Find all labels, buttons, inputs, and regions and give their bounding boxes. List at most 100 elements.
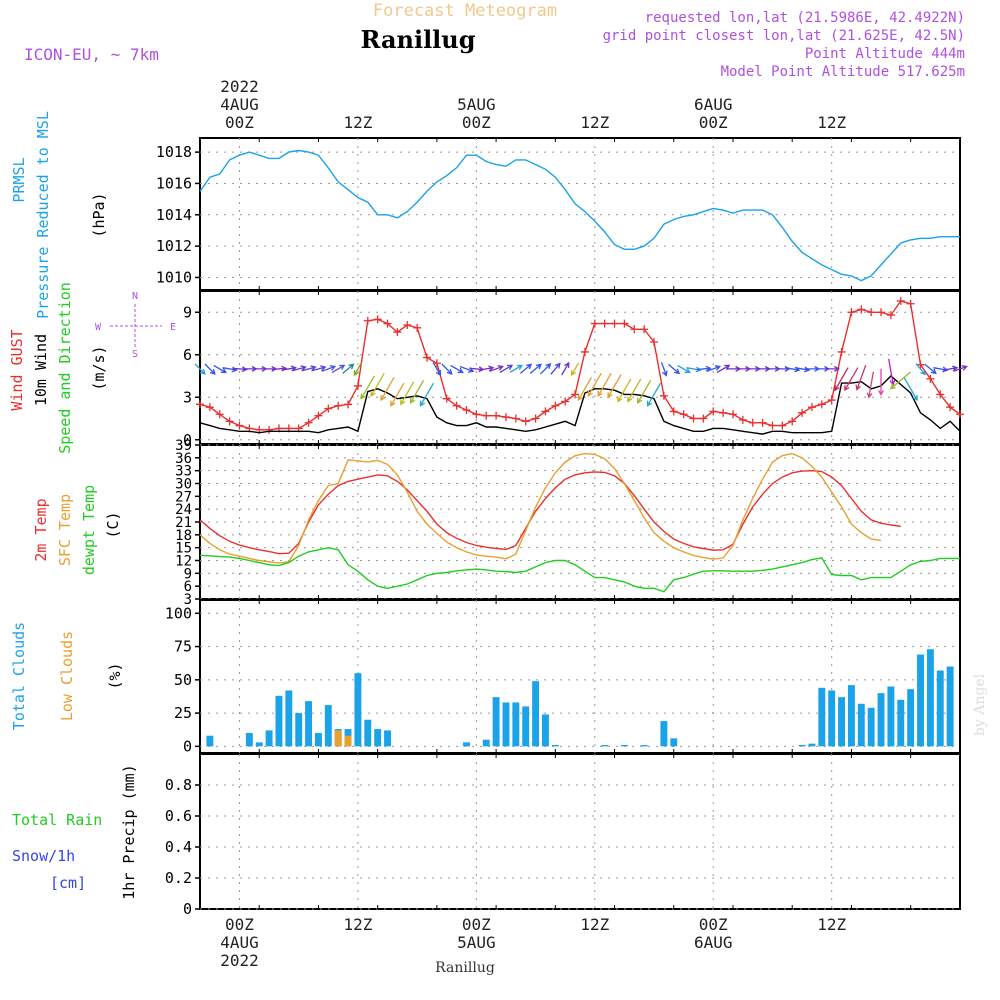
y-tick-label: 36 bbox=[175, 451, 192, 467]
wind-direction-arrow bbox=[432, 362, 442, 377]
wind-gust-line bbox=[199, 300, 961, 431]
total-cloud-bar bbox=[551, 745, 559, 747]
gust-marker bbox=[324, 404, 333, 413]
gust-marker bbox=[896, 296, 905, 305]
pressure-unit: (hPa) bbox=[90, 192, 108, 237]
wind-direction-arrow bbox=[597, 372, 612, 397]
gust-marker bbox=[482, 411, 491, 420]
gust-marker bbox=[926, 374, 935, 383]
clouds-panel-titles: Total Clouds Low Clouds (%) bbox=[10, 622, 124, 730]
gust-marker bbox=[353, 381, 362, 390]
y-tick-label: 0.8 bbox=[165, 776, 192, 794]
total-cloud-bar bbox=[847, 685, 855, 747]
total-cloud-bar bbox=[946, 666, 954, 747]
gust-marker bbox=[423, 353, 432, 362]
top-time-label: 6AUG bbox=[694, 95, 733, 114]
compass-n: N bbox=[132, 291, 138, 302]
gust-marker bbox=[580, 347, 589, 356]
bottom-time-label: 12Z bbox=[817, 915, 846, 934]
gust-marker bbox=[877, 308, 886, 317]
bottom-time-label: 6AUG bbox=[694, 933, 733, 952]
gust-marker bbox=[452, 401, 461, 410]
y-tick-label: 9 bbox=[183, 303, 192, 321]
wind-direction-arrow bbox=[380, 377, 395, 402]
wind-direction-arrow bbox=[889, 371, 912, 390]
total-cloud-bar bbox=[522, 706, 530, 747]
gust-marker bbox=[373, 315, 382, 324]
y-tick-label: 0.4 bbox=[165, 838, 192, 856]
y-tick-label: 9 bbox=[184, 566, 192, 582]
top-time-label: 12Z bbox=[817, 113, 846, 132]
wind-direction-arrow bbox=[824, 365, 841, 372]
total-cloud-bar bbox=[798, 745, 806, 747]
wind-direction-arrow bbox=[677, 364, 691, 374]
wind-direction-arrow bbox=[519, 363, 533, 374]
y-tick-label: 50 bbox=[174, 671, 192, 689]
total-cloud-bar bbox=[374, 729, 382, 747]
gust-marker bbox=[788, 417, 797, 426]
y-tick-label: 0 bbox=[183, 431, 192, 449]
compass-s: S bbox=[132, 349, 138, 360]
wind-direction-arrow bbox=[331, 364, 346, 373]
low-cloud-bar bbox=[334, 730, 342, 747]
gust-marker bbox=[768, 421, 777, 430]
precip-panel-titles: Total Rain Snow/1h [cm] 1hr Precip (mm) bbox=[12, 764, 138, 899]
gust-marker bbox=[936, 390, 945, 399]
total-cloud-bar bbox=[492, 697, 500, 747]
total-cloud-bar bbox=[255, 742, 263, 747]
gust-marker bbox=[393, 328, 402, 337]
top-time-label: 12Z bbox=[343, 113, 372, 132]
total-cloud-bar bbox=[887, 686, 895, 747]
wind-direction-arrow bbox=[409, 379, 425, 404]
bottom-time-label: 12Z bbox=[343, 915, 372, 934]
snow-unit-label: [cm] bbox=[50, 874, 86, 892]
bottom-time-label: 00Z bbox=[225, 915, 254, 934]
wind-speed-direction-label: Speed and Direction bbox=[56, 282, 74, 454]
gust-marker bbox=[492, 411, 501, 420]
wind-direction-arrow bbox=[637, 379, 652, 404]
gust-marker bbox=[857, 305, 866, 314]
wind-direction-arrow bbox=[301, 365, 317, 372]
temp-2m-label: 2m Temp bbox=[32, 498, 50, 561]
meteogram-title: Forecast Meteogram bbox=[373, 1, 557, 21]
gust-marker bbox=[748, 418, 757, 427]
gust-marker bbox=[265, 425, 274, 434]
wind-direction-arrow bbox=[953, 365, 968, 372]
wind-unit: (m/s) bbox=[90, 345, 108, 390]
wind-direction-arrow bbox=[529, 363, 542, 374]
gust-marker bbox=[215, 410, 224, 419]
gust-marker bbox=[669, 407, 678, 416]
gust-marker bbox=[758, 418, 767, 427]
model-label: ICON-EU, ~ 7km bbox=[24, 45, 159, 64]
y-tick-label: 1016 bbox=[156, 174, 192, 192]
total-cloud-bar bbox=[542, 714, 549, 747]
gust-marker bbox=[817, 400, 826, 409]
wind-direction-arrow bbox=[509, 364, 524, 373]
compass-w: W bbox=[95, 322, 102, 333]
gust-marker bbox=[235, 421, 244, 430]
grid-point-coords: grid point closest lon,lat (21.625E, 42.… bbox=[603, 28, 965, 44]
clouds-unit: (%) bbox=[106, 662, 124, 689]
wind-direction-arrow bbox=[390, 382, 405, 407]
2m-temp-line bbox=[199, 469, 901, 555]
gust-marker bbox=[620, 319, 629, 328]
gust-marker bbox=[728, 410, 737, 419]
wind-direction-arrow bbox=[540, 363, 552, 375]
wind-panel-titles: Wind GUST 10m Wind Speed and Direction (… bbox=[8, 282, 176, 454]
wind-panel: 0 3 6 9 bbox=[183, 291, 968, 449]
wind-direction-arrow bbox=[441, 363, 453, 375]
wind-direction-arrow bbox=[213, 364, 227, 374]
y-tick-label: 1014 bbox=[156, 206, 192, 224]
total-cloud-bar bbox=[384, 730, 391, 747]
gust-marker bbox=[363, 316, 372, 325]
gust-marker bbox=[837, 347, 846, 356]
total-cloud-bar bbox=[808, 743, 816, 747]
total-cloud-bar bbox=[502, 702, 510, 747]
wind-direction-arrow bbox=[370, 372, 385, 397]
prmsl-line bbox=[199, 149, 960, 282]
low-clouds-label: Low Clouds bbox=[58, 631, 76, 721]
total-cloud-bar bbox=[926, 649, 934, 747]
